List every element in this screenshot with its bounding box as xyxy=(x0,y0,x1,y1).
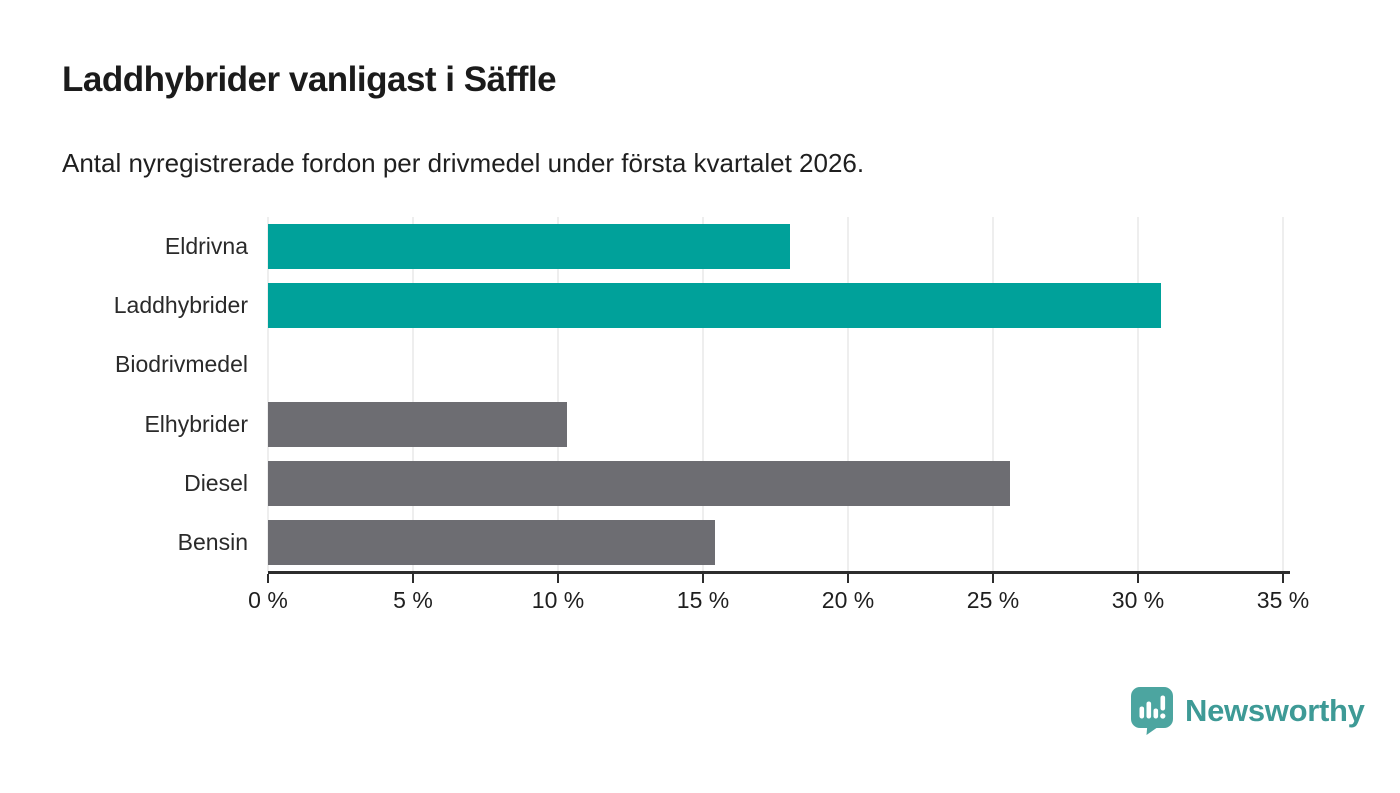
x-axis-line xyxy=(268,571,1290,574)
x-tick-mark xyxy=(267,574,269,583)
bar-chart: Eldrivna Laddhybrider Biodrivmedel Elhybrid… xyxy=(42,217,1309,637)
category-label: Bensin xyxy=(177,528,248,555)
bar-row xyxy=(268,454,1283,513)
x-tick-label: 35 % xyxy=(1256,587,1310,613)
newsworthy-logo: Newsworthy xyxy=(1131,687,1365,735)
bar-diesel xyxy=(268,460,1011,506)
x-tick-mark xyxy=(992,574,994,583)
gridlines xyxy=(267,217,1284,572)
gridline xyxy=(1137,217,1139,572)
category-label: Laddhybrider xyxy=(113,292,248,319)
newsworthy-wordmark: Newsworthy xyxy=(1185,693,1365,728)
x-tick-mark xyxy=(1282,574,1284,583)
bar-laddhybrider xyxy=(268,283,1162,329)
category-label: Elhybrider xyxy=(144,410,248,437)
category-labels: Eldrivna Laddhybrider Biodrivmedel Elhybrid… xyxy=(42,217,248,572)
chart-subtitle: Antal nyregistrerade fordon per drivmede… xyxy=(62,148,865,178)
bar-row xyxy=(268,513,1283,572)
plot-area xyxy=(267,217,1284,572)
bar-row xyxy=(268,395,1283,454)
x-tick-label: 15 % xyxy=(676,587,730,613)
newsworthy-speech-bubble-bar-chart-icon xyxy=(1131,687,1173,735)
category-label: Biodrivmedel xyxy=(115,351,248,378)
category-label: Eldrivna xyxy=(164,233,248,260)
x-tick-mark xyxy=(847,574,849,583)
x-tick-mark xyxy=(702,574,704,583)
chart-title: Laddhybrider vanligast i Säffle xyxy=(62,60,557,99)
x-tick-label: 0 % xyxy=(248,587,288,613)
gridline xyxy=(992,217,994,572)
bar-row xyxy=(268,276,1283,335)
x-tick-mark xyxy=(412,574,414,583)
gridline xyxy=(1282,217,1284,572)
gridline xyxy=(412,217,414,572)
bar-rows xyxy=(268,217,1283,572)
x-tick-label: 5 % xyxy=(393,587,433,613)
bar-row xyxy=(268,335,1283,394)
x-tick-mark xyxy=(557,574,559,583)
x-tick-mark xyxy=(1137,574,1139,583)
gridline xyxy=(557,217,559,572)
gridline xyxy=(267,217,269,572)
bar-bensin xyxy=(268,519,715,565)
category-label: Diesel xyxy=(184,469,248,496)
x-tick-label: 20 % xyxy=(821,587,875,613)
bar-eldrivna xyxy=(268,224,790,269)
bar-row xyxy=(268,217,1283,276)
x-tick-label: 25 % xyxy=(966,587,1020,613)
x-tick-label: 30 % xyxy=(1111,587,1165,613)
x-tick-label: 10 % xyxy=(531,587,585,613)
bar-elhybrider xyxy=(268,401,567,447)
x-axis: 0 % 5 % 10 % 15 % 20 % 25 % 30 % 35 % xyxy=(248,571,1309,633)
gridline xyxy=(847,217,849,572)
gridline xyxy=(702,217,704,572)
